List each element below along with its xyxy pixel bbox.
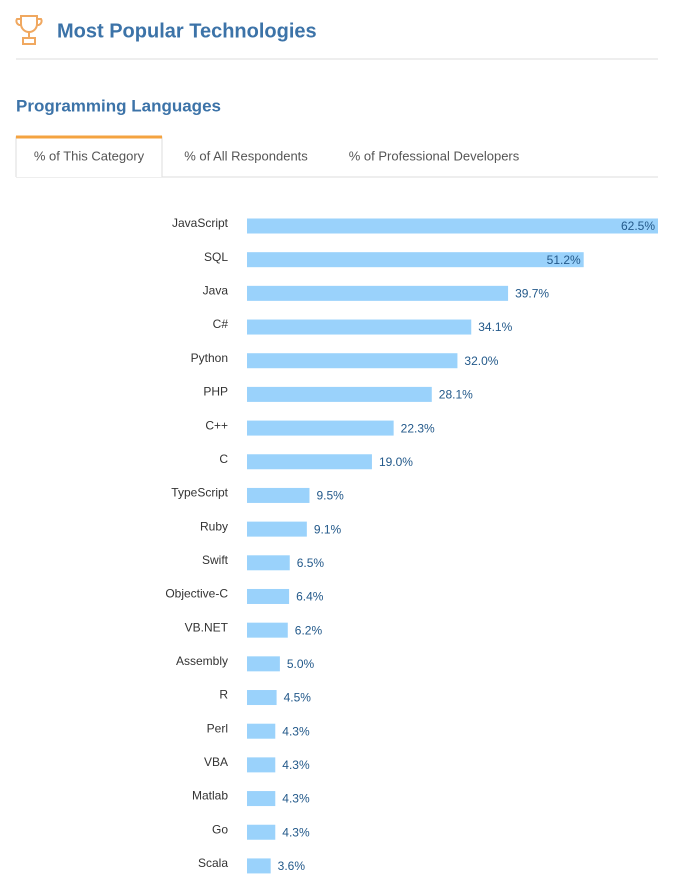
value-label: 28.1% [439, 388, 473, 402]
tab[interactable]: % of This Category [34, 148, 145, 163]
category-label: C++ [205, 418, 228, 432]
bar [247, 386, 432, 402]
bar [247, 218, 658, 234]
value-label: 5.0% [287, 657, 315, 671]
bar [247, 285, 509, 301]
bar [247, 521, 307, 537]
category-label: Java [203, 284, 229, 298]
category-label: Ruby [200, 519, 228, 533]
category-label: Go [212, 822, 228, 836]
bar [247, 454, 372, 470]
category-label: Perl [207, 721, 228, 735]
category-label: VBA [204, 755, 228, 769]
value-label: 51.2% [547, 253, 581, 267]
value-label: 4.3% [282, 825, 310, 839]
bar [247, 252, 584, 268]
value-label: 6.5% [297, 556, 325, 570]
bar [247, 319, 472, 335]
tab[interactable]: % of All Respondents [184, 148, 308, 163]
bar [247, 757, 276, 773]
bar [247, 723, 276, 739]
bar [247, 487, 310, 503]
category-label: Swift [202, 553, 229, 567]
bar [247, 858, 271, 874]
value-label: 4.3% [282, 792, 310, 806]
bar [247, 353, 458, 369]
bar [247, 588, 290, 604]
category-label: PHP [203, 385, 228, 399]
bar [247, 555, 290, 571]
bar [247, 622, 288, 638]
category-label: SQL [204, 250, 228, 264]
category-label: VB.NET [185, 620, 229, 634]
value-label: 4.5% [284, 691, 312, 705]
value-label: 39.7% [515, 287, 549, 301]
category-label: Scala [198, 856, 228, 870]
category-label: R [219, 688, 228, 702]
value-label: 62.5% [621, 219, 655, 233]
category-label: Python [191, 351, 228, 365]
category-label: Matlab [192, 789, 228, 803]
value-label: 4.3% [282, 758, 310, 772]
tab[interactable]: % of Professional Developers [349, 148, 520, 163]
value-label: 22.3% [401, 421, 435, 435]
category-label: Objective-C [165, 587, 228, 601]
category-label: JavaScript [172, 216, 229, 230]
value-label: 9.1% [314, 522, 342, 536]
section-title: Programming Languages [16, 96, 221, 115]
category-label: Assembly [176, 654, 228, 668]
page-title: Most Popular Technologies [57, 20, 317, 42]
trophy-icon [15, 15, 43, 45]
value-label: 9.5% [316, 489, 344, 503]
chart: JavaScript 62.5% SQL 51.2% Java 39.7% C# 34.1% P… [165, 216, 658, 874]
bar [247, 420, 394, 436]
bar [247, 791, 276, 807]
category-label: C# [213, 317, 229, 331]
bar [247, 656, 280, 672]
bar [247, 690, 277, 706]
value-label: 32.0% [464, 354, 498, 368]
value-label: 19.0% [379, 455, 413, 469]
value-label: 34.1% [478, 320, 512, 334]
category-label: TypeScript [171, 486, 228, 500]
value-label: 6.4% [296, 590, 324, 604]
value-label: 3.6% [278, 859, 306, 873]
bar [247, 824, 276, 840]
category-label: C [219, 452, 228, 466]
value-label: 4.3% [282, 724, 310, 738]
value-label: 6.2% [295, 623, 323, 637]
